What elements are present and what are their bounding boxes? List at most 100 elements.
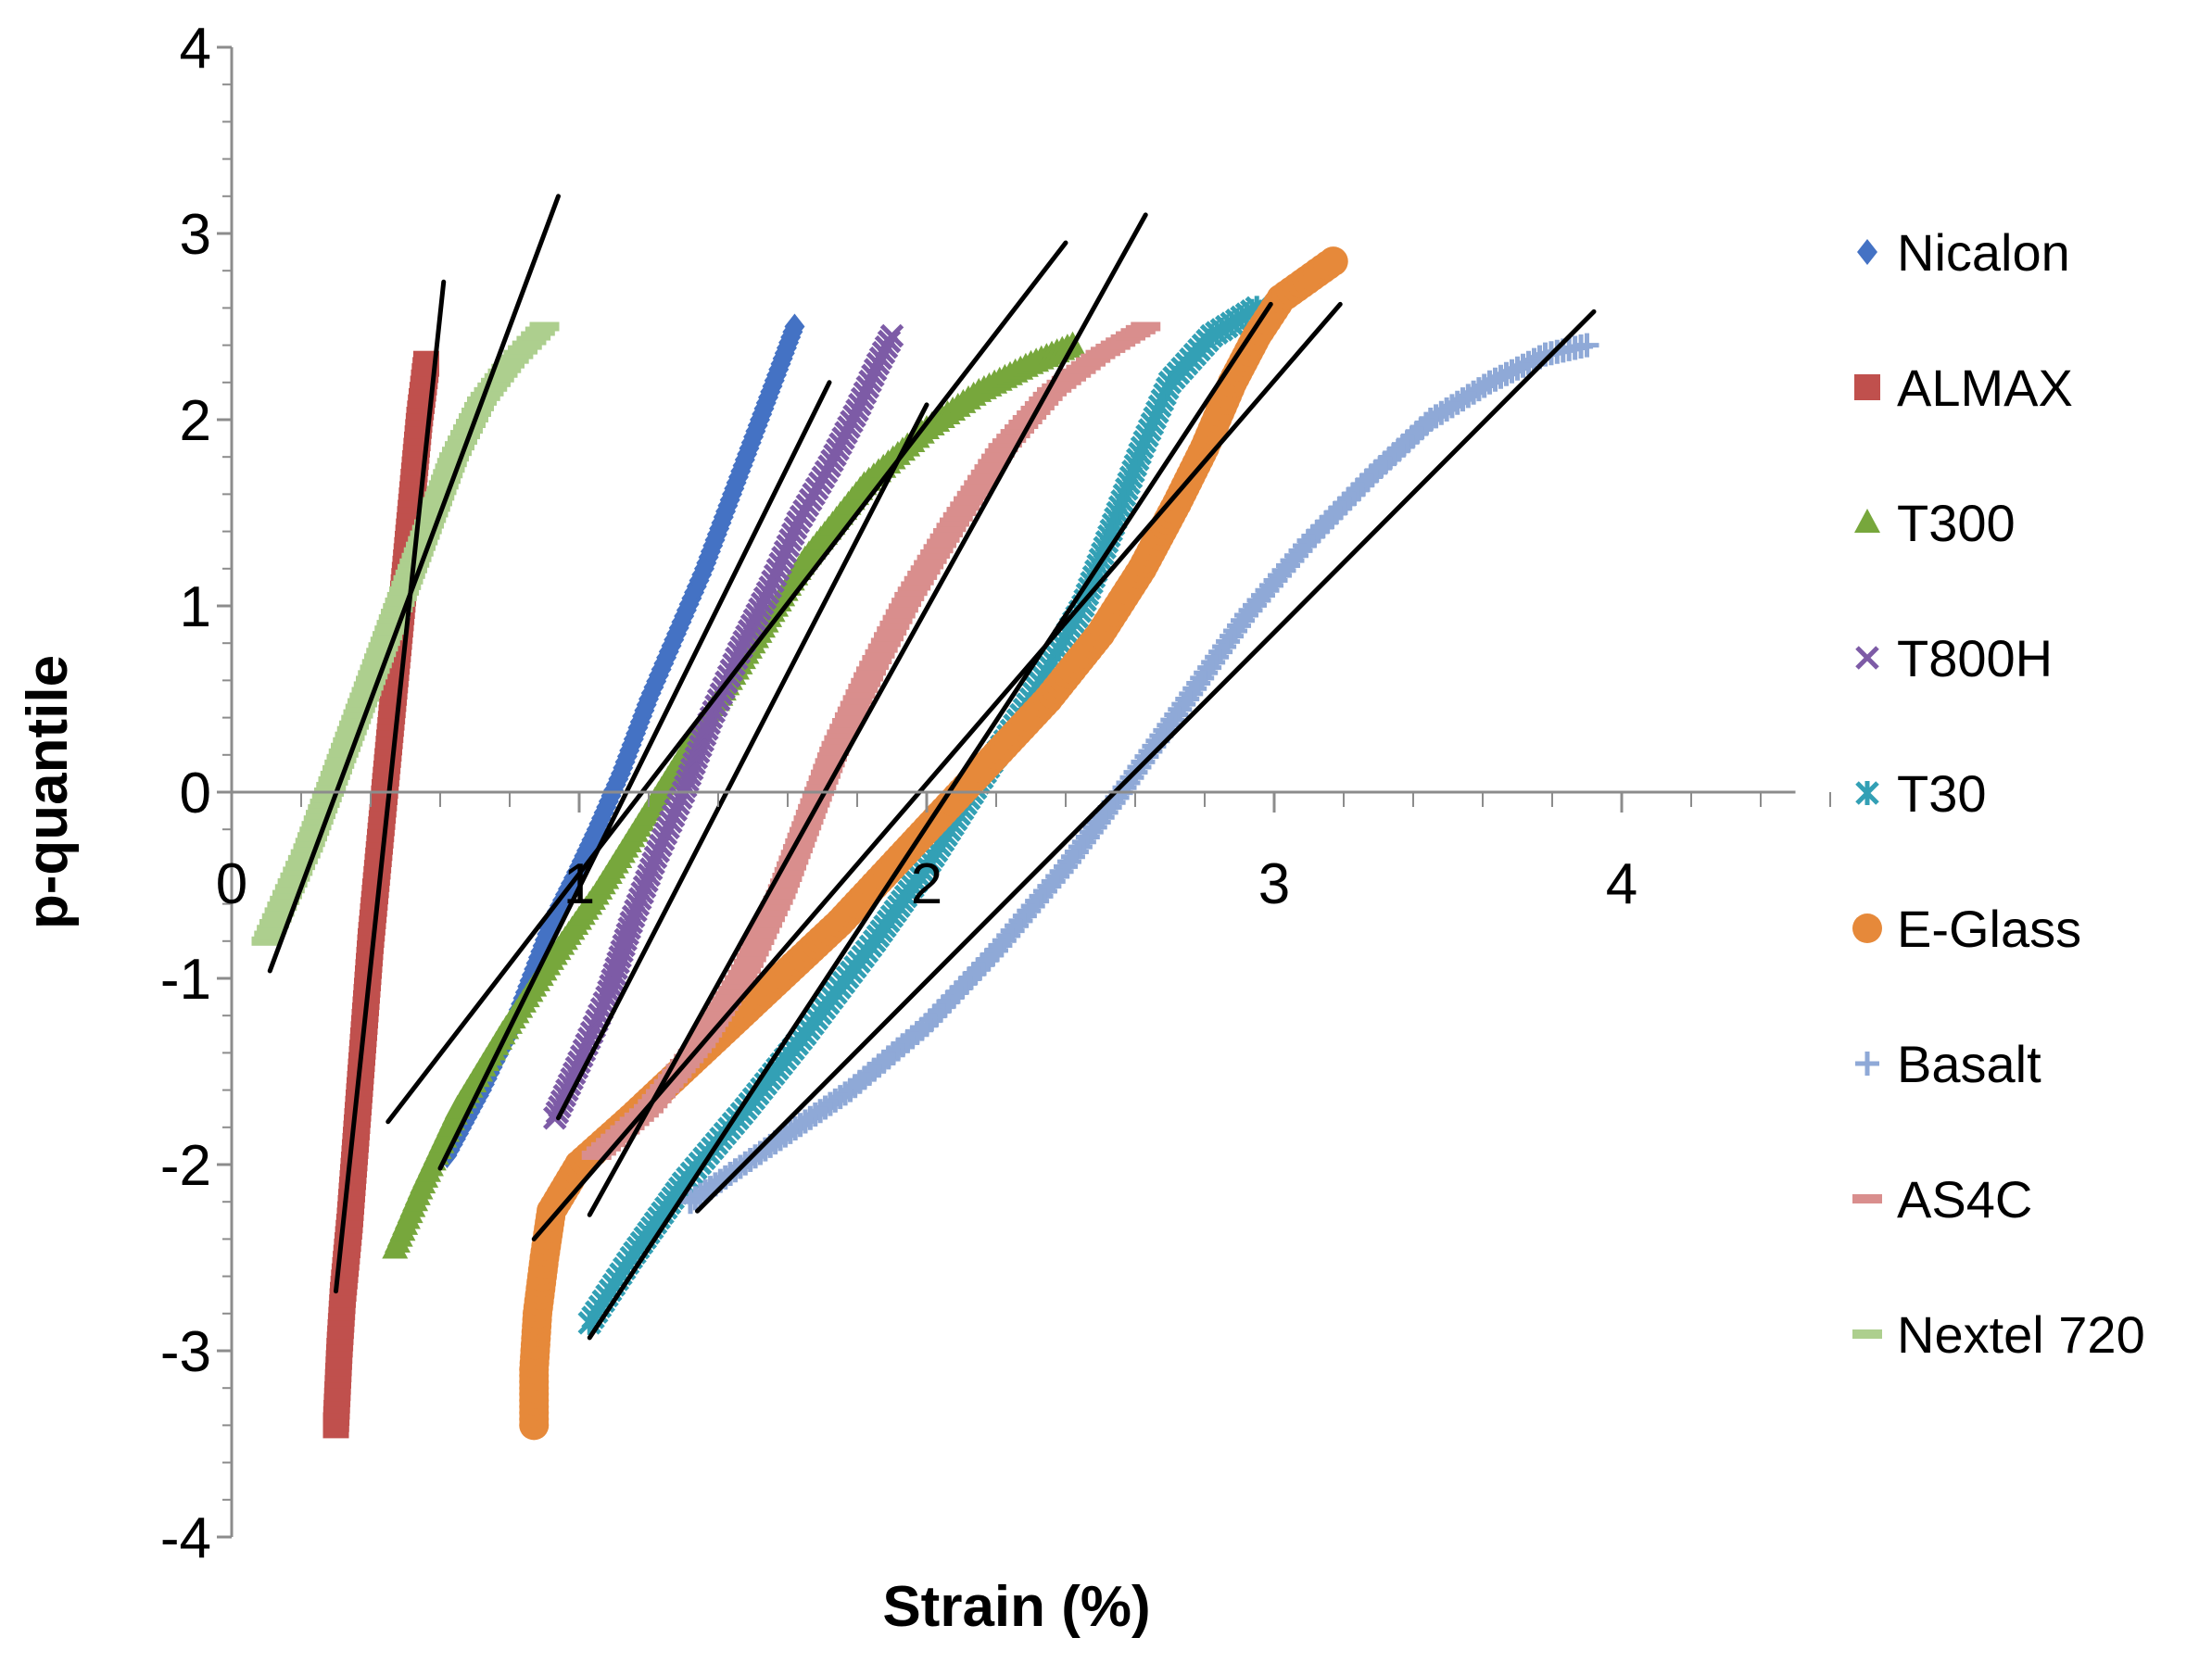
data-point [516, 335, 547, 346]
data-point [870, 637, 901, 648]
fit-line-e-glass [531, 301, 1343, 1241]
data-point [251, 936, 282, 946]
data-point [758, 575, 783, 599]
data-point [450, 430, 480, 440]
data-point [277, 877, 308, 888]
data-point [283, 866, 313, 876]
data-point [474, 386, 504, 397]
data-point [727, 969, 758, 979]
data-point [765, 557, 790, 582]
data-point [477, 382, 508, 392]
data-point [411, 524, 442, 535]
data-point [705, 1006, 736, 1016]
data-point [785, 838, 815, 848]
data-point [992, 438, 1022, 448]
legend-marker [1854, 374, 1880, 400]
data-point [848, 683, 878, 693]
fit-line-as4c [587, 212, 1148, 1217]
data-point [1494, 361, 1519, 386]
data-point [1131, 321, 1161, 332]
data-point [295, 838, 325, 848]
data-point [361, 659, 392, 669]
data-point [780, 850, 811, 860]
data-point [754, 913, 785, 923]
data-point [303, 815, 334, 825]
data-point [656, 815, 680, 840]
legend-marker [1855, 1052, 1879, 1076]
data-point [733, 958, 764, 968]
data-point [381, 609, 411, 619]
data-point [410, 530, 440, 540]
data-point [956, 490, 987, 500]
fit-line-nextel-720 [267, 194, 561, 974]
data-point [414, 519, 444, 529]
data-point [373, 631, 402, 641]
data-point [761, 569, 785, 594]
data-point [960, 485, 991, 496]
data-point [416, 513, 447, 523]
data-point [306, 810, 335, 820]
data-point [950, 501, 980, 511]
data-point [771, 546, 795, 570]
data-point [408, 535, 438, 546]
data-point [308, 804, 338, 814]
data-point [453, 424, 483, 435]
data-point [436, 458, 467, 468]
data-point [978, 459, 1008, 469]
data-point [353, 681, 384, 691]
data-point [718, 985, 749, 995]
data-point [343, 709, 373, 719]
data-point [927, 538, 957, 548]
data-point [984, 447, 1015, 458]
data-point [287, 854, 318, 864]
legend-item: T300 [1854, 494, 2016, 552]
data-point [366, 648, 397, 658]
fit-line-t800h [556, 402, 929, 1121]
data-point [744, 936, 775, 946]
data-point [862, 654, 892, 664]
data-point [254, 930, 284, 940]
data-point [351, 687, 382, 697]
x-tick-label: 3 [1258, 852, 1290, 916]
legend-label: Basalt [1897, 1035, 2041, 1093]
data-point [336, 725, 367, 736]
data-point [503, 349, 534, 359]
data-point [420, 502, 450, 512]
data-point [776, 534, 801, 558]
data-point [386, 591, 417, 601]
data-point [929, 533, 960, 543]
data-point [345, 703, 375, 713]
data-point [349, 692, 380, 702]
data-point [423, 497, 452, 507]
y-tick-label: 3 [180, 203, 211, 267]
data-point [259, 918, 289, 928]
x-tick-label: 2 [911, 852, 942, 916]
legend-item: T800H [1855, 629, 2053, 687]
data-point [1516, 350, 1541, 375]
data-point [301, 821, 332, 831]
x-tick-label: 4 [1606, 852, 1637, 916]
data-point [1499, 359, 1524, 384]
data-point [267, 901, 297, 912]
y-tick-label: -4 [160, 1506, 211, 1570]
data-point [689, 1033, 719, 1043]
data-point [725, 975, 755, 985]
data-point [772, 872, 803, 882]
data-point [448, 435, 477, 446]
data-point [859, 661, 890, 671]
data-point [322, 764, 352, 775]
data-point [914, 560, 944, 570]
data-point [435, 463, 465, 473]
data-point [290, 849, 321, 859]
data-point [891, 598, 922, 608]
series-basalt [678, 333, 1599, 1215]
data-point [829, 724, 860, 734]
legend-marker [1852, 1329, 1882, 1339]
data-point [923, 544, 954, 554]
data-point [1505, 356, 1530, 381]
data-point [832, 718, 863, 728]
y-tick-label: -2 [160, 1134, 211, 1198]
y-tick-label: 1 [180, 575, 211, 639]
data-point [424, 491, 455, 501]
data-point [1522, 347, 1547, 372]
